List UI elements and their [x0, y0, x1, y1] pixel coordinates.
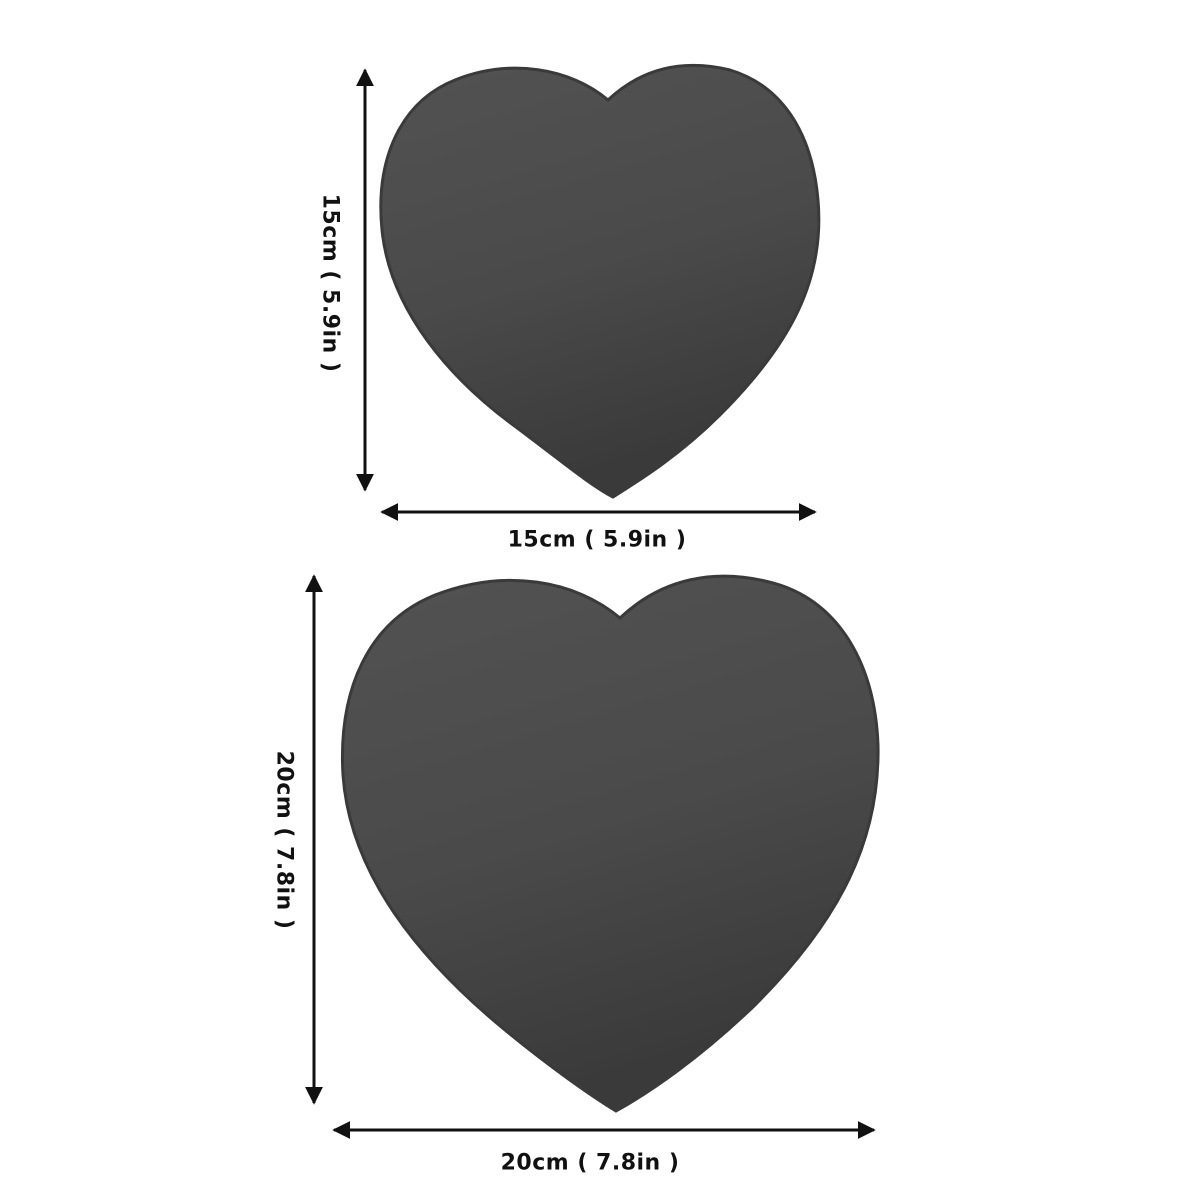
- small-width-label: 15cm ( 5.9in ): [507, 527, 687, 553]
- large-height-label: 20cm ( 7.8in ): [271, 750, 297, 930]
- large-heart-slate: [340, 574, 880, 1113]
- small-heart-slate: [379, 63, 821, 499]
- small-height-label: 15cm ( 5.9in ): [317, 193, 343, 373]
- large-width-label: 20cm ( 7.8in ): [500, 1150, 680, 1176]
